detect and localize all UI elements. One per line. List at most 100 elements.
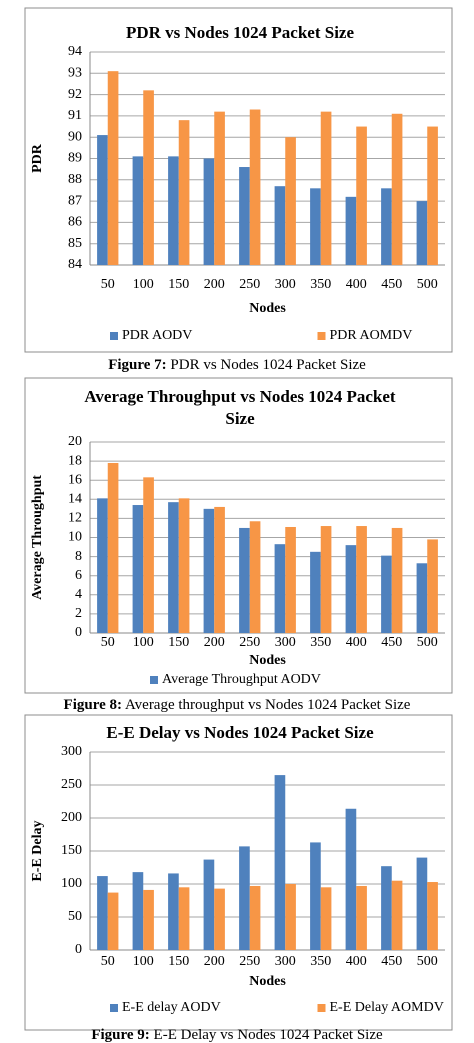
y-tick-label: 93 [68, 66, 82, 81]
bar [345, 808, 357, 950]
x-tick-label: 450 [381, 277, 402, 292]
bar [214, 888, 225, 950]
bar [391, 527, 403, 633]
bar [310, 842, 321, 950]
y-tick-label: 14 [68, 492, 82, 507]
bar [107, 71, 119, 265]
y-tick-label: 85 [68, 236, 82, 251]
y-axis-label: Average Throughput [30, 475, 45, 600]
legend-swatch [110, 332, 118, 340]
legend-swatch [317, 1004, 326, 1012]
x-tick-label: 200 [204, 954, 225, 969]
bar [249, 521, 261, 633]
y-tick-label: 18 [68, 453, 82, 468]
caption-label: Figure 8: [64, 697, 122, 713]
bar [178, 120, 190, 265]
y-tick-label: 84 [68, 257, 82, 272]
y-tick-label: 20 [68, 434, 82, 449]
bar [274, 186, 286, 265]
bar [427, 882, 438, 950]
bar [274, 544, 286, 633]
x-tick-label: 50 [101, 635, 115, 650]
chart-frame [24, 377, 453, 694]
bar [168, 156, 179, 265]
x-tick-label: 500 [417, 954, 438, 969]
bar [97, 498, 108, 633]
y-tick-label: 150 [61, 843, 82, 858]
bar [320, 887, 332, 950]
bar [416, 857, 428, 950]
x-tick-label: 100 [133, 954, 154, 969]
bar [97, 135, 108, 265]
bar [203, 158, 215, 265]
bar [345, 196, 357, 265]
y-tick-label: 50 [68, 909, 82, 924]
y-tick-label: 87 [68, 193, 82, 208]
x-tick-label: 100 [133, 635, 154, 650]
caption-text: PDR vs Nodes 1024 Packet Size [167, 357, 366, 373]
bar [274, 775, 286, 950]
bar [178, 887, 190, 950]
legend-swatch [150, 676, 158, 684]
y-tick-label: 4 [75, 587, 82, 602]
bar [416, 201, 428, 265]
y-tick-label: 86 [68, 215, 82, 230]
bar [178, 498, 190, 633]
bar [132, 505, 144, 633]
x-tick-label: 250 [239, 954, 260, 969]
bar [203, 859, 215, 950]
x-tick-label: 350 [310, 277, 331, 292]
bar [320, 526, 332, 633]
bar [107, 463, 119, 633]
x-tick-label: 500 [417, 277, 438, 292]
x-tick-label: 50 [101, 954, 115, 969]
bar [143, 889, 154, 950]
y-tick-label: 16 [68, 472, 82, 487]
bar [381, 188, 392, 265]
bar [416, 563, 428, 633]
x-tick-label: 100 [133, 277, 154, 292]
bar [168, 873, 179, 950]
bar [427, 539, 438, 633]
bar [356, 885, 367, 950]
x-tick-label: 450 [381, 954, 402, 969]
x-tick-label: 50 [101, 277, 115, 292]
caption-text: E-E Delay vs Nodes 1024 Packet Size [150, 1027, 383, 1043]
y-tick-label: 90 [68, 129, 82, 144]
y-tick-label: 89 [68, 151, 82, 166]
legend-label: PDR AODV [122, 328, 192, 343]
legend-swatch [110, 1004, 118, 1012]
bar [203, 508, 215, 633]
y-tick-label: 12 [68, 511, 82, 526]
x-axis-label: Nodes [249, 653, 286, 668]
bar [345, 545, 357, 633]
y-tick-label: 6 [75, 568, 82, 583]
x-tick-label: 350 [310, 635, 331, 650]
bar [381, 866, 392, 950]
legend-label: Average Throughput AODV [162, 672, 321, 687]
x-axis-label: Nodes [249, 974, 286, 989]
x-tick-label: 300 [275, 277, 296, 292]
bar [320, 111, 332, 265]
figure-caption: Figure 9: E-E Delay vs Nodes 1024 Packet… [91, 1027, 383, 1043]
x-axis-label: Nodes [249, 301, 286, 316]
bar [168, 502, 179, 633]
y-tick-label: 88 [68, 172, 82, 187]
x-tick-label: 300 [275, 635, 296, 650]
y-tick-label: 250 [61, 777, 82, 792]
bar [356, 526, 367, 633]
bar [310, 551, 321, 633]
bar [107, 892, 119, 950]
y-tick-label: 0 [75, 625, 82, 640]
x-tick-label: 250 [239, 277, 260, 292]
caption-label: Figure 9: [91, 1027, 149, 1043]
x-tick-label: 200 [204, 277, 225, 292]
y-axis-label: PDR [30, 143, 45, 173]
bar [391, 880, 403, 950]
bar [239, 167, 250, 265]
caption-label: Figure 7: [108, 357, 166, 373]
chart-frame [24, 714, 453, 1031]
y-tick-label: 8 [75, 549, 82, 564]
x-tick-label: 250 [239, 635, 260, 650]
